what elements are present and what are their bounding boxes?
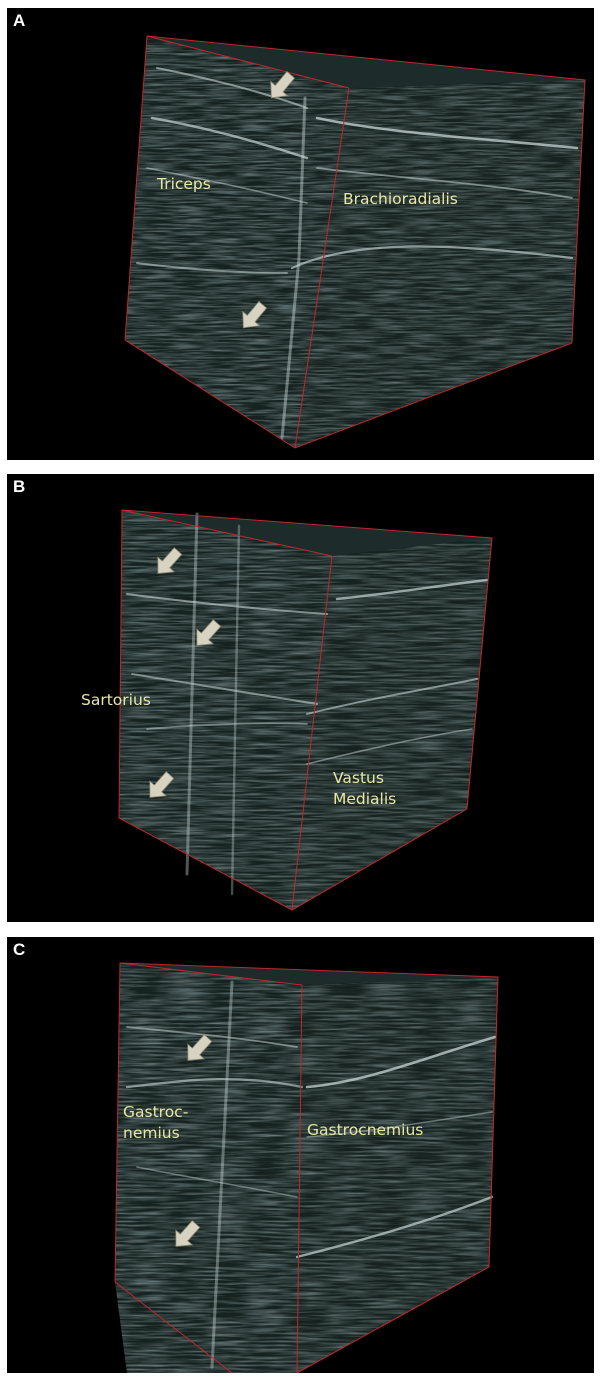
fascia-lines [125,980,497,1369]
panel-b: B Sartorius Vastus Medialis [7,474,594,922]
cube-top-face [122,510,492,556]
arrow-icon [149,547,222,798]
panel-a: A Triceps Brachioradialis [7,8,594,460]
muscle-label-left: Sartorius [81,691,151,709]
fascia-lines [136,67,579,440]
arrow-icon [175,1034,213,1247]
panel-c-image [114,962,499,1373]
fascia-lines [126,512,489,896]
cube-edges [124,35,586,449]
arrow-icon [242,71,296,329]
muscle-label-left: Triceps [157,175,211,193]
muscle-label-right: Brachioradialis [343,190,458,208]
cube-edges [118,509,493,911]
panel-a-image [124,35,586,449]
muscle-label-right: Gastrocnemius [307,1121,424,1139]
panel-c: C Gastroc- nemius Gastrocnemius [7,937,594,1373]
cube-top-face [147,36,585,88]
panel-letter: B [13,477,26,496]
muscle-label-right: Vastus Medialis [333,769,397,808]
cube-top-face [120,963,498,985]
cube-edges [114,962,499,1373]
panel-letter: A [13,11,26,30]
muscle-label-left: Gastroc- nemius [123,1103,189,1142]
panel-letter: C [13,940,26,959]
panel-b-image [118,509,493,911]
